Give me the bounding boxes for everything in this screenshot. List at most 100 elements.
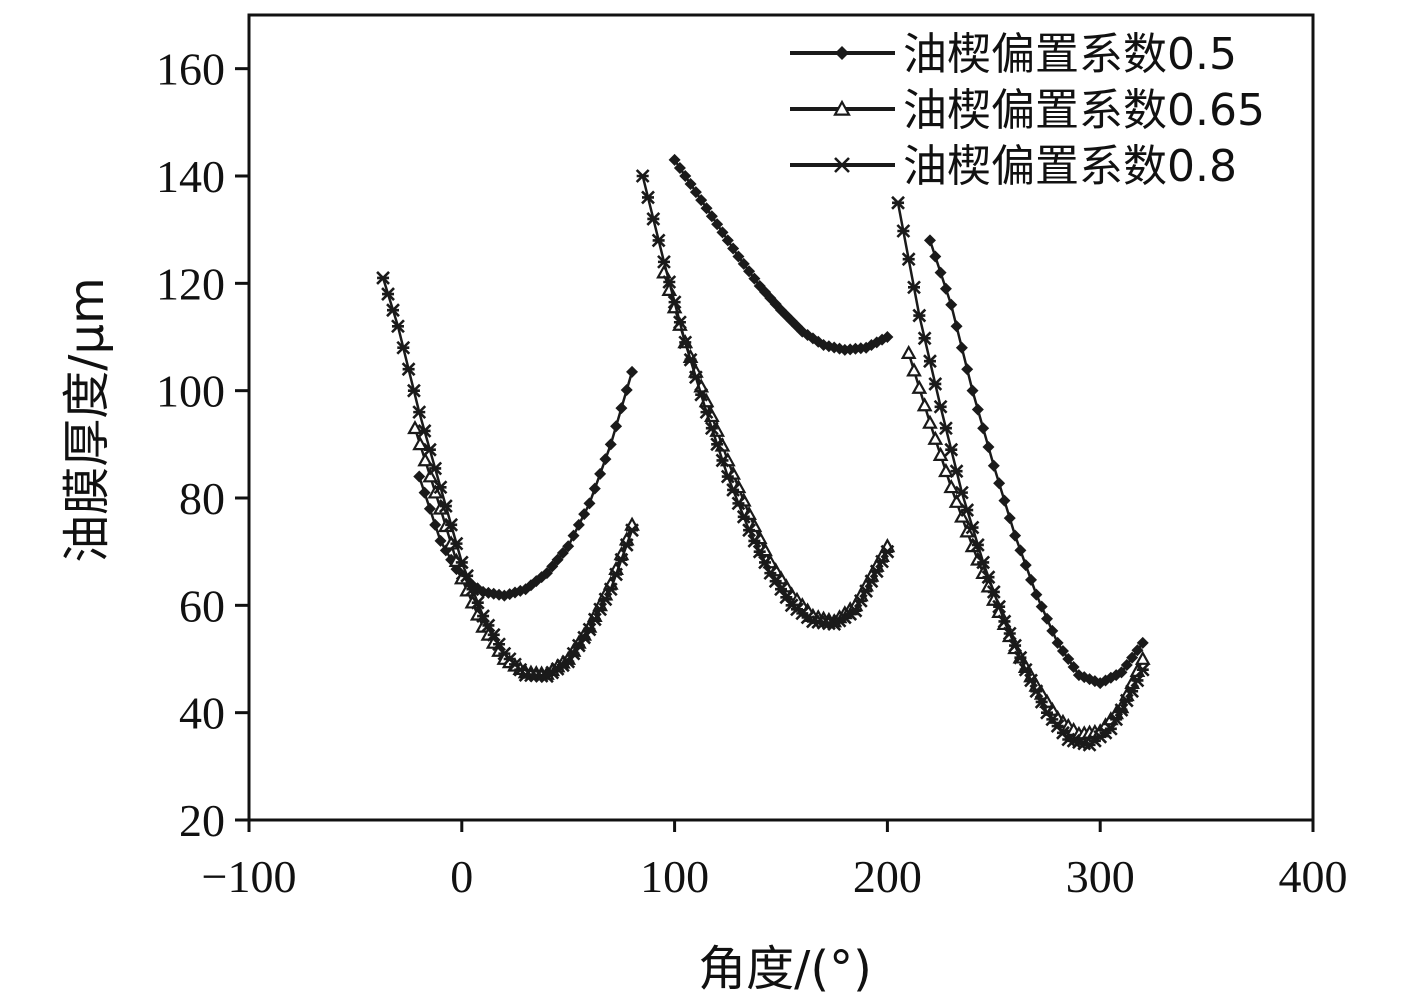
triangle-marker (943, 479, 960, 494)
star-marker (407, 383, 421, 398)
star-marker (454, 555, 469, 570)
star-marker (662, 275, 677, 289)
star-marker (848, 603, 863, 618)
diamond-marker (578, 508, 591, 521)
y-axis-title: 油膜厚度/μm (59, 277, 115, 562)
star-marker (1002, 626, 1017, 641)
star-marker (566, 646, 581, 661)
triangle-marker (932, 446, 949, 461)
diamond-marker (743, 265, 756, 278)
diamond-marker (562, 540, 575, 553)
star-marker (912, 308, 927, 323)
triangle-marker (948, 493, 965, 508)
star-marker (412, 405, 427, 420)
triangle-marker (927, 430, 944, 445)
legend-label: 油楔偏置系数0.5 (903, 29, 1237, 80)
star-marker (476, 609, 490, 623)
triangle-marker (911, 379, 928, 394)
series-line (928, 240, 1144, 685)
star-marker (704, 421, 719, 436)
x-tick-label: 100 (640, 851, 709, 902)
diamond-marker (982, 441, 995, 454)
star-marker (673, 315, 687, 330)
star-marker (752, 544, 767, 559)
star-marker (699, 405, 714, 420)
y-tick-label: 160 (156, 44, 225, 95)
star-marker (428, 461, 443, 476)
star-marker (391, 319, 405, 334)
plot-frame (247, 13, 1315, 822)
star-marker (683, 352, 698, 367)
star-marker (965, 520, 980, 535)
y-tick-label: 140 (156, 151, 225, 202)
series-line (673, 159, 888, 352)
diamond-marker (1046, 624, 1059, 637)
diamond-marker (1062, 653, 1075, 665)
star-marker (976, 555, 991, 570)
diamond-marker (971, 403, 984, 416)
star-marker (1130, 673, 1145, 688)
diamond-marker (1019, 559, 1032, 572)
diamond-marker (1136, 636, 1149, 649)
star-marker (869, 564, 884, 579)
y-tick-label: 100 (156, 366, 225, 417)
diamond-marker (1115, 666, 1128, 679)
star-marker (1114, 703, 1129, 717)
diamond-marker (668, 153, 681, 166)
y-tick-label: 20 (179, 795, 225, 846)
star-marker (907, 280, 921, 295)
y-tick-label: 80 (179, 473, 225, 524)
star-marker (614, 552, 629, 567)
star-marker (774, 582, 788, 597)
diamond-marker (673, 161, 686, 174)
triangle-marker (916, 397, 933, 412)
diamond-marker (1051, 636, 1064, 649)
diamond-marker (695, 194, 708, 207)
diamond-marker (748, 272, 761, 285)
diamond-marker (987, 459, 1000, 472)
star-marker (598, 592, 613, 607)
star-marker (954, 485, 969, 500)
star-marker (710, 437, 725, 452)
diamond-marker (572, 518, 585, 531)
star-marker (1103, 721, 1118, 736)
star-marker (896, 224, 911, 238)
x-axis-title: 角度/(°) (698, 941, 872, 997)
diamond-marker (1067, 661, 1080, 674)
diamond-marker (1030, 588, 1043, 601)
star-marker (635, 169, 650, 183)
diamond-marker (1035, 600, 1048, 613)
diamond-marker (604, 438, 617, 451)
star-marker (834, 157, 850, 173)
x-tick-label: 0 (450, 851, 473, 902)
star-marker (386, 303, 400, 318)
star-marker (933, 399, 948, 414)
diamond-marker (721, 234, 734, 247)
star-marker (981, 570, 996, 585)
diamond-marker (929, 250, 942, 263)
diamond-marker (1009, 529, 1022, 542)
star-marker (1008, 638, 1022, 653)
star-marker (401, 362, 416, 377)
diamond-marker (599, 453, 612, 466)
star-marker (720, 469, 735, 484)
star-marker (449, 536, 464, 551)
diamond-marker (684, 178, 697, 191)
diamond-marker (737, 257, 750, 270)
star-marker (609, 567, 623, 582)
diamond-marker (934, 266, 947, 279)
star-marker (438, 499, 453, 513)
star-marker (571, 638, 586, 653)
star-marker (460, 568, 475, 583)
diamond-marker (1056, 644, 1069, 657)
star-marker (417, 423, 432, 438)
star-marker (742, 523, 756, 538)
series-3 (376, 169, 1150, 752)
star-marker (726, 483, 741, 497)
triangle-marker (922, 414, 938, 429)
star-marker (758, 555, 772, 570)
star-marker (960, 503, 975, 517)
star-marker (433, 480, 448, 495)
star-marker (1024, 673, 1038, 688)
